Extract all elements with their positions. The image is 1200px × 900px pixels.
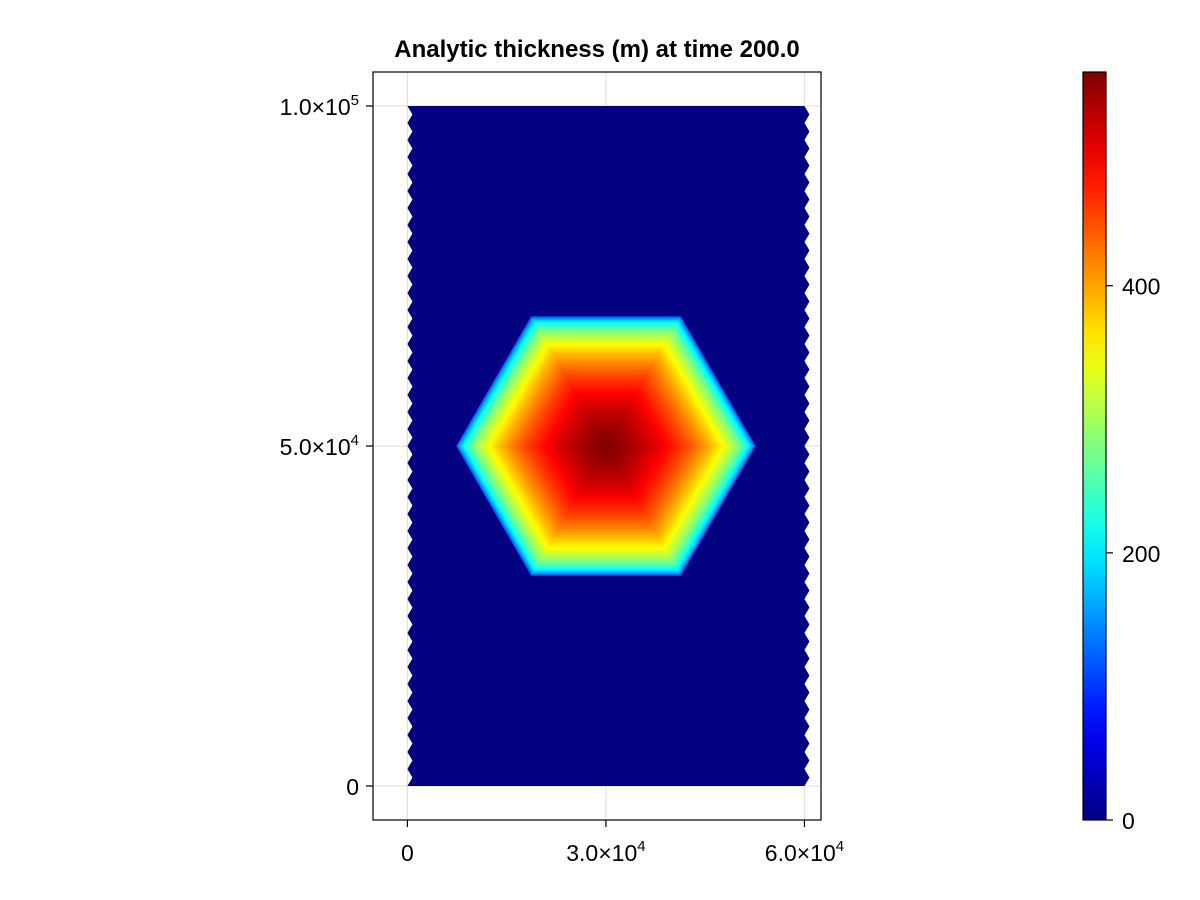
y-tick-label: 5.0×104: [280, 432, 359, 460]
y-tick-label: 0: [346, 774, 359, 800]
colorbar-tick-label: 200: [1122, 541, 1160, 567]
colorbar-tick-label: 400: [1122, 274, 1160, 300]
x-tick-label: 6.0×104: [765, 838, 844, 866]
chart-title: Analytic thickness (m) at time 200.0: [394, 36, 800, 63]
y-tick-label: 1.0×105: [280, 92, 359, 120]
x-tick-label: 0: [401, 840, 414, 866]
y-axis: 0 5.0×104 1.0×105: [280, 92, 373, 800]
thickness-field: [407, 106, 810, 786]
thickness-contour: [603, 444, 609, 448]
colorbar-axis: 0 200 400: [1106, 274, 1160, 834]
x-axis: 0 3.0×104 6.0×104: [401, 820, 844, 866]
colorbar-tick-label: 0: [1122, 808, 1135, 834]
colorbar: [1082, 71, 1107, 821]
x-tick-label: 3.0×104: [566, 838, 645, 866]
